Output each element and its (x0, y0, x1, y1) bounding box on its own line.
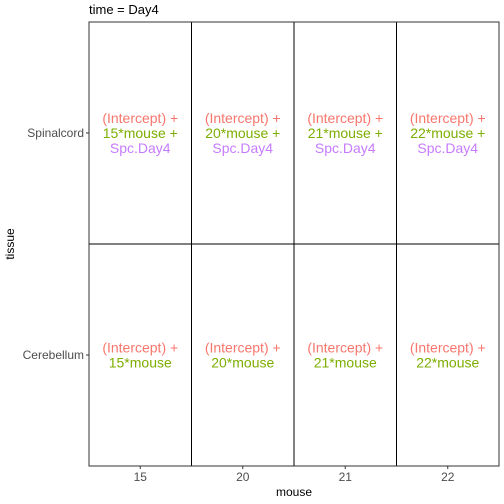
cell-label: Spc.Day4 (315, 140, 376, 156)
cell-label: 20*mouse (211, 354, 274, 370)
x-tick-label: 21 (339, 470, 353, 484)
cell-label: 21*mouse (314, 354, 377, 370)
cell-label: Spc.Day4 (212, 140, 273, 156)
cell-label: 22*mouse + (410, 125, 485, 141)
cell-label: 15*mouse + (103, 125, 178, 141)
cell-label: 22*mouse (416, 354, 479, 370)
cell-label: (Intercept) + (307, 110, 383, 126)
cell-label: Spc.Day4 (110, 140, 171, 156)
x-tick-label: 15 (134, 470, 148, 484)
cell-label: 15*mouse (109, 354, 172, 370)
chart-title: time = Day4 (89, 2, 159, 17)
panel-border (88, 21, 500, 467)
cell-label: (Intercept) + (205, 339, 281, 355)
x-tick-label: 20 (236, 470, 250, 484)
cell-label: (Intercept) + (410, 110, 486, 126)
cell-label: (Intercept) + (205, 110, 281, 126)
cell-label: (Intercept) + (410, 339, 486, 355)
cell-labels: (Intercept) +15*mouse +Spc.Day4(Intercep… (102, 110, 486, 370)
cell-label: (Intercept) + (102, 339, 178, 355)
cell-label: Spc.Day4 (417, 140, 478, 156)
y-axis-label: tissue (3, 228, 17, 260)
cell-label: 20*mouse + (205, 125, 280, 141)
plot-panel (88, 21, 500, 467)
cell-label: 21*mouse + (308, 125, 383, 141)
cell-label: (Intercept) + (102, 110, 178, 126)
x-tick-label: 22 (441, 470, 455, 484)
y-axis: Spinalcord Cerebellum (23, 126, 89, 362)
x-axis: 15 20 21 22 (134, 466, 455, 484)
cell-label: (Intercept) + (307, 339, 383, 355)
x-axis-label: mouse (276, 485, 312, 499)
y-tick-label: Spinalcord (27, 126, 84, 140)
y-tick-label: Cerebellum (23, 348, 84, 362)
